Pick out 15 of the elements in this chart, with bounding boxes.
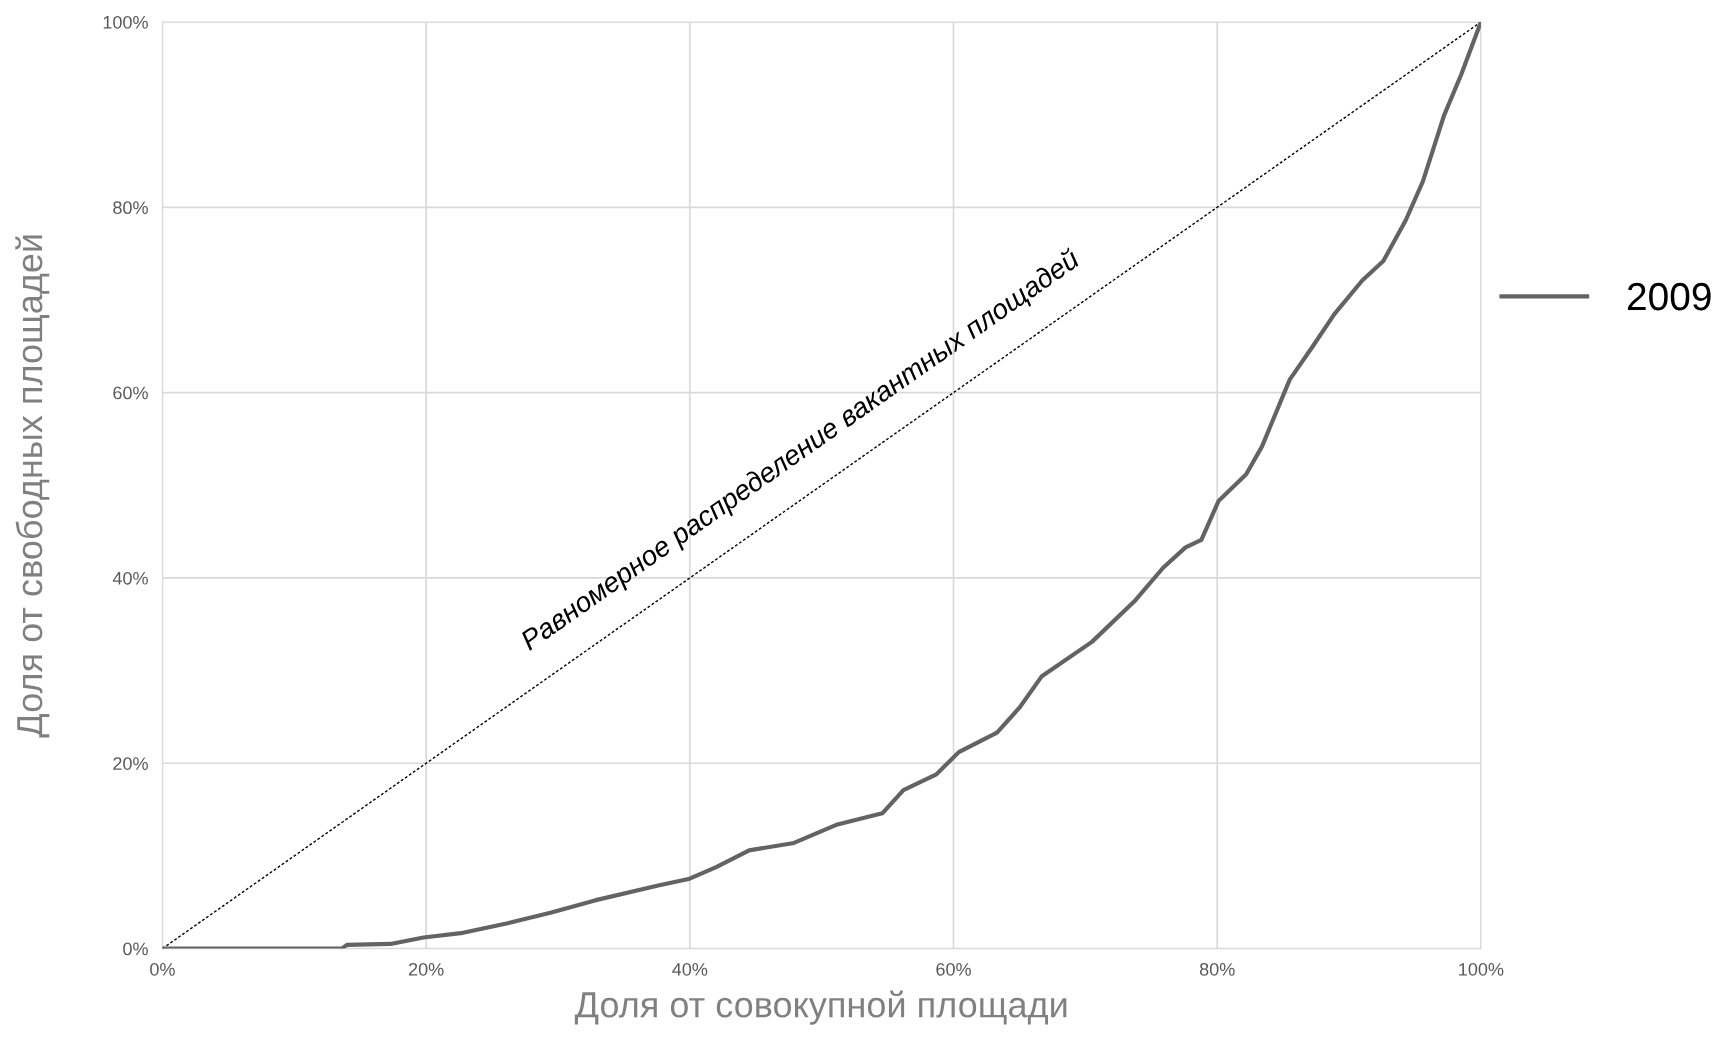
y-tick-label: 0% (123, 942, 148, 956)
x-tick-label: 60% (936, 962, 971, 976)
y-tick-label: 100% (103, 15, 148, 29)
x-tick-label: 20% (408, 962, 444, 976)
legend-label: 2009 (1627, 282, 1711, 311)
y-tick-label: 20% (113, 757, 148, 770)
x-tick-label: 0% (150, 962, 175, 976)
x-tick-label: 80% (1199, 962, 1235, 976)
y-tick-label: 80% (113, 201, 148, 215)
y-tick-label: 40% (112, 571, 148, 585)
y-tick-label: 60% (113, 386, 148, 400)
x-tick-label: 100% (1459, 962, 1504, 976)
y-axis-title: Доля от свободных площадей (15, 235, 50, 738)
x-axis-title: Доля от совокупной площади (574, 990, 1067, 1025)
x-tick-label: 40% (672, 962, 708, 976)
